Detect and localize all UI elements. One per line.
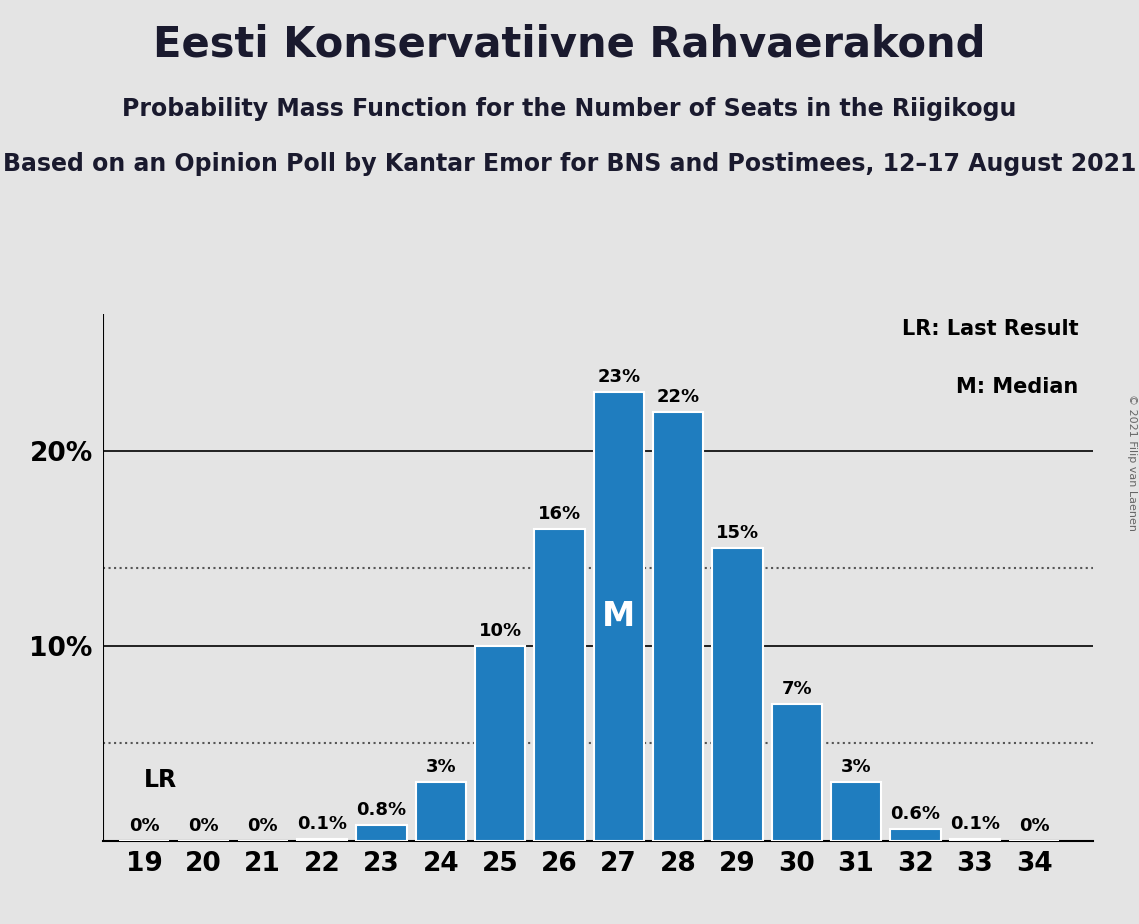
Bar xyxy=(534,529,584,841)
Text: 22%: 22% xyxy=(656,388,699,406)
Bar xyxy=(891,829,941,841)
Text: 0.8%: 0.8% xyxy=(357,801,407,820)
Text: 0%: 0% xyxy=(129,817,159,835)
Text: Based on an Opinion Poll by Kantar Emor for BNS and Postimees, 12–17 August 2021: Based on an Opinion Poll by Kantar Emor … xyxy=(2,152,1137,176)
Bar xyxy=(771,704,822,841)
Bar xyxy=(712,548,763,841)
Text: 10%: 10% xyxy=(478,622,522,640)
Bar xyxy=(653,412,703,841)
Bar xyxy=(475,646,525,841)
Text: M: M xyxy=(603,600,636,633)
Text: M: Median: M: Median xyxy=(957,377,1079,397)
Text: LR: LR xyxy=(144,768,178,792)
Text: 7%: 7% xyxy=(781,680,812,699)
Bar xyxy=(357,825,407,841)
Text: LR: Last Result: LR: Last Result xyxy=(902,320,1079,339)
Bar xyxy=(593,392,644,841)
Text: 15%: 15% xyxy=(715,525,759,542)
Bar xyxy=(830,783,882,841)
Text: 16%: 16% xyxy=(538,505,581,523)
Text: 0%: 0% xyxy=(188,817,219,835)
Bar xyxy=(950,839,1000,841)
Bar xyxy=(416,783,466,841)
Text: Eesti Konservatiivne Rahvaerakond: Eesti Konservatiivne Rahvaerakond xyxy=(154,23,985,65)
Text: 0%: 0% xyxy=(247,817,278,835)
Text: © 2021 Filip van Laenen: © 2021 Filip van Laenen xyxy=(1126,394,1137,530)
Text: 0.1%: 0.1% xyxy=(950,815,1000,833)
Text: 0.1%: 0.1% xyxy=(297,815,347,833)
Text: Probability Mass Function for the Number of Seats in the Riigikogu: Probability Mass Function for the Number… xyxy=(122,97,1017,121)
Bar xyxy=(297,839,347,841)
Text: 3%: 3% xyxy=(426,759,456,776)
Text: 23%: 23% xyxy=(597,369,640,386)
Text: 0%: 0% xyxy=(1018,817,1049,835)
Text: 0.6%: 0.6% xyxy=(891,806,941,823)
Text: 3%: 3% xyxy=(841,759,871,776)
